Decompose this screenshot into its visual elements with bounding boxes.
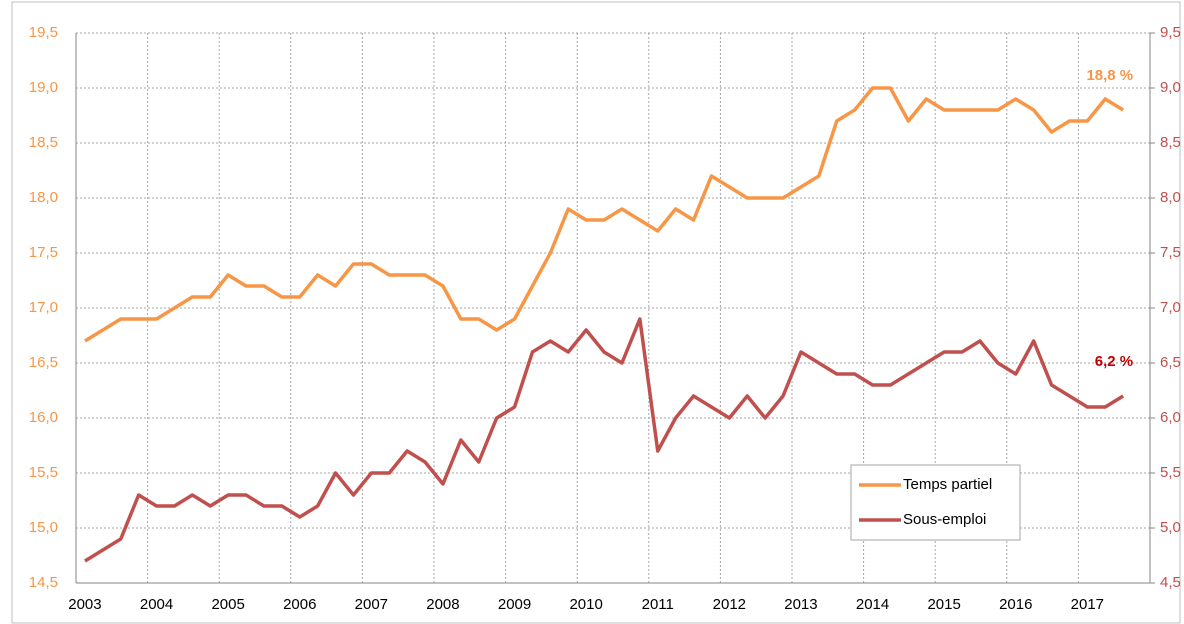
- y-tick-label: 19,0: [29, 79, 58, 96]
- legend-box: [850, 464, 1021, 541]
- x-tick-label: 2007: [355, 596, 388, 613]
- y2-tick-label: 7,0: [1160, 299, 1181, 316]
- x-tick-label: 2009: [498, 596, 531, 613]
- x-tick-label: 2012: [713, 596, 746, 613]
- x-tick-label: 2015: [927, 596, 960, 613]
- series-line: [84, 317, 1125, 563]
- y2-tick-label: 8,5: [1160, 134, 1181, 151]
- data-label: 6,2 %: [1095, 353, 1133, 370]
- y2-tick-label: 6,5: [1160, 354, 1181, 371]
- y2-tick-label: 7,5: [1160, 244, 1181, 261]
- y-tick-label: 19,5: [29, 24, 58, 41]
- legend-label: Sous-emploi: [903, 511, 986, 528]
- y-tick-label: 17,5: [29, 244, 58, 261]
- x-tick-label: 2008: [426, 596, 459, 613]
- x-tick-label: 2006: [283, 596, 316, 613]
- series-line: [84, 86, 1125, 343]
- y-tick-label: 17,0: [29, 299, 58, 316]
- x-tick-label: 2003: [68, 596, 101, 613]
- y-tick-label: 15,5: [29, 464, 58, 481]
- data-label: 18,8 %: [1086, 67, 1133, 84]
- y2-tick-label: 6,0: [1160, 409, 1181, 426]
- y-tick-label: 18,5: [29, 134, 58, 151]
- x-tick-label: 2016: [999, 596, 1032, 613]
- y-tick-label: 15,0: [29, 519, 58, 536]
- legend-label: Temps partiel: [903, 476, 992, 493]
- y2-tick-label: 8,0: [1160, 189, 1181, 206]
- y-tick-label: 16,0: [29, 409, 58, 426]
- y-tick-label: 14,5: [29, 574, 58, 591]
- x-tick-label: 2005: [211, 596, 244, 613]
- x-tick-label: 2014: [856, 596, 889, 613]
- y2-tick-label: 5,0: [1160, 519, 1181, 536]
- y-tick-label: 18,0: [29, 189, 58, 206]
- x-tick-label: 2004: [140, 596, 173, 613]
- x-tick-label: 2010: [569, 596, 602, 613]
- y-tick-label: 16,5: [29, 354, 58, 371]
- y2-tick-label: 9,5: [1160, 24, 1181, 41]
- x-tick-label: 2013: [784, 596, 817, 613]
- y2-tick-label: 9,0: [1160, 79, 1181, 96]
- x-tick-label: 2017: [1071, 596, 1104, 613]
- x-tick-label: 2011: [642, 596, 674, 613]
- y2-tick-label: 4,5: [1160, 574, 1181, 591]
- y2-tick-label: 5,5: [1160, 464, 1181, 481]
